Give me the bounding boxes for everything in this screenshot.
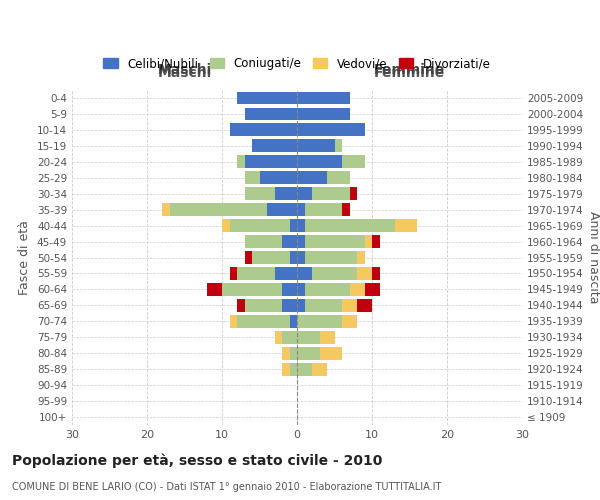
- Bar: [297, 92, 349, 104]
- Bar: [282, 299, 297, 312]
- Text: Maschi: Maschi: [157, 63, 212, 77]
- Bar: [237, 156, 245, 168]
- Bar: [395, 219, 417, 232]
- Bar: [365, 235, 372, 248]
- Bar: [305, 235, 365, 248]
- Bar: [290, 315, 297, 328]
- Bar: [297, 204, 305, 216]
- Bar: [297, 124, 365, 136]
- Bar: [275, 188, 297, 200]
- Text: Popolazione per età, sesso e stato civile - 2010: Popolazione per età, sesso e stato civil…: [12, 454, 382, 468]
- Bar: [229, 267, 237, 280]
- Bar: [349, 188, 357, 200]
- Bar: [290, 363, 297, 376]
- Bar: [267, 204, 297, 216]
- Bar: [297, 219, 305, 232]
- Bar: [342, 156, 365, 168]
- Text: Maschi: Maschi: [157, 66, 212, 80]
- Bar: [297, 188, 312, 200]
- Bar: [312, 188, 349, 200]
- Bar: [357, 251, 365, 264]
- Bar: [237, 267, 275, 280]
- Bar: [297, 283, 305, 296]
- Bar: [297, 315, 342, 328]
- Bar: [282, 283, 297, 296]
- Bar: [237, 92, 297, 104]
- Bar: [342, 315, 357, 328]
- Bar: [312, 267, 357, 280]
- Bar: [297, 108, 349, 120]
- Bar: [237, 315, 290, 328]
- Bar: [297, 267, 312, 280]
- Bar: [312, 363, 327, 376]
- Bar: [229, 124, 297, 136]
- Bar: [349, 283, 365, 296]
- Bar: [290, 251, 297, 264]
- Bar: [357, 267, 372, 280]
- Bar: [305, 219, 395, 232]
- Bar: [297, 347, 320, 360]
- Bar: [245, 156, 297, 168]
- Bar: [297, 331, 320, 344]
- Bar: [252, 140, 297, 152]
- Bar: [297, 156, 342, 168]
- Bar: [342, 204, 349, 216]
- Bar: [342, 299, 357, 312]
- Bar: [282, 347, 290, 360]
- Bar: [282, 235, 297, 248]
- Bar: [252, 251, 290, 264]
- Bar: [207, 283, 222, 296]
- Bar: [372, 235, 380, 248]
- Bar: [320, 347, 342, 360]
- Bar: [245, 108, 297, 120]
- Text: Femmine: Femmine: [374, 63, 445, 77]
- Bar: [357, 299, 372, 312]
- Bar: [162, 204, 170, 216]
- Bar: [297, 299, 305, 312]
- Bar: [282, 331, 297, 344]
- Bar: [365, 283, 380, 296]
- Bar: [297, 251, 305, 264]
- Bar: [260, 172, 297, 184]
- Y-axis label: Anni di nascita: Anni di nascita: [587, 211, 600, 304]
- Bar: [222, 219, 229, 232]
- Bar: [275, 331, 282, 344]
- Bar: [222, 283, 282, 296]
- Bar: [229, 315, 237, 328]
- Bar: [245, 235, 282, 248]
- Bar: [372, 267, 380, 280]
- Bar: [245, 251, 252, 264]
- Bar: [297, 140, 335, 152]
- Bar: [305, 299, 342, 312]
- Bar: [245, 299, 282, 312]
- Bar: [297, 363, 312, 376]
- Bar: [229, 219, 290, 232]
- Bar: [290, 219, 297, 232]
- Bar: [245, 188, 275, 200]
- Text: COMUNE DI BENE LARIO (CO) - Dati ISTAT 1° gennaio 2010 - Elaborazione TUTTITALIA: COMUNE DI BENE LARIO (CO) - Dati ISTAT 1…: [12, 482, 442, 492]
- Bar: [320, 331, 335, 344]
- Bar: [335, 140, 342, 152]
- Text: Femmine: Femmine: [374, 66, 445, 80]
- Bar: [297, 172, 327, 184]
- Bar: [327, 172, 349, 184]
- Bar: [305, 283, 349, 296]
- Bar: [305, 251, 357, 264]
- Bar: [290, 347, 297, 360]
- Bar: [297, 235, 305, 248]
- Legend: Celibi/Nubili, Coniugati/e, Vedovi/e, Divorziati/e: Celibi/Nubili, Coniugati/e, Vedovi/e, Di…: [98, 52, 496, 75]
- Bar: [245, 172, 260, 184]
- Bar: [237, 299, 245, 312]
- Bar: [282, 363, 290, 376]
- Bar: [275, 267, 297, 280]
- Bar: [170, 204, 267, 216]
- Y-axis label: Fasce di età: Fasce di età: [19, 220, 31, 295]
- Bar: [305, 204, 342, 216]
